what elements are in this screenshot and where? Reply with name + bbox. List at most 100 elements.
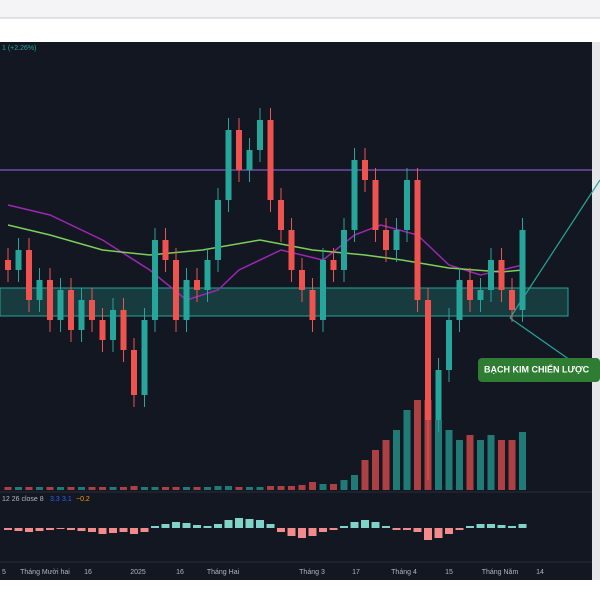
candle-body bbox=[383, 230, 389, 250]
macd-hist: −0.2 bbox=[76, 496, 90, 503]
volume-bar bbox=[330, 484, 337, 490]
volume-bar bbox=[57, 487, 64, 490]
x-axis-label: 5 bbox=[2, 569, 6, 576]
macd-bar bbox=[371, 522, 380, 528]
candle-body bbox=[404, 180, 410, 230]
volume-bar bbox=[372, 450, 379, 490]
candle-body bbox=[477, 290, 484, 300]
candle-body bbox=[341, 230, 347, 270]
x-axis-label: Tháng 4 bbox=[391, 569, 417, 576]
candle-body bbox=[215, 200, 221, 260]
volume-bar bbox=[267, 486, 274, 490]
macd-bar bbox=[392, 528, 401, 530]
volume-bar bbox=[78, 487, 85, 490]
volume-bar bbox=[414, 400, 421, 490]
candle-body bbox=[47, 280, 53, 320]
annotation-box bbox=[478, 358, 600, 382]
candle-body bbox=[456, 280, 463, 320]
macd-bar bbox=[14, 528, 23, 531]
candle-body bbox=[330, 260, 337, 270]
macd-bar bbox=[245, 519, 254, 528]
volume-bar bbox=[151, 487, 159, 490]
volume-bar bbox=[204, 487, 211, 490]
macd-bar bbox=[77, 528, 86, 531]
volume-bar bbox=[99, 487, 106, 490]
volume-bar bbox=[477, 440, 484, 490]
macd-bar bbox=[434, 528, 443, 538]
volume-bar bbox=[340, 480, 348, 490]
macd-bar bbox=[25, 528, 33, 532]
macd-signal: 3.1 bbox=[62, 496, 72, 503]
top-bar bbox=[0, 0, 600, 18]
candle-body bbox=[362, 160, 368, 180]
macd-bar bbox=[35, 528, 44, 531]
header: 1 (+2.26%) bbox=[2, 45, 36, 52]
x-axis-label: 14 bbox=[536, 569, 544, 576]
candle-body bbox=[488, 260, 494, 290]
volume-bar bbox=[508, 440, 516, 490]
macd-bar bbox=[382, 526, 390, 528]
candle-body bbox=[120, 310, 127, 350]
x-axis-label: 16 bbox=[176, 569, 184, 576]
volume-bar bbox=[351, 475, 358, 490]
candle-body bbox=[435, 370, 442, 420]
volume-bar bbox=[109, 487, 117, 490]
candle-body bbox=[110, 310, 116, 340]
volume-bar bbox=[445, 430, 453, 490]
candle-body bbox=[141, 320, 148, 395]
candle-body bbox=[257, 120, 263, 150]
volume-bar bbox=[403, 410, 411, 490]
macd-bar bbox=[224, 520, 233, 528]
volume-bar bbox=[498, 440, 505, 490]
volume-bar bbox=[25, 487, 33, 490]
x-axis-label: 2025 bbox=[130, 569, 146, 576]
macd-bar bbox=[445, 528, 453, 534]
volume-bar bbox=[361, 460, 369, 490]
x-axis-label: Tháng 3 bbox=[299, 569, 325, 576]
macd-bar bbox=[403, 528, 411, 530]
candle-body bbox=[446, 320, 452, 370]
candle-body bbox=[372, 180, 379, 230]
candle-body bbox=[204, 260, 211, 290]
x-axis-label: Tháng Năm bbox=[482, 569, 519, 576]
macd-bar bbox=[350, 522, 359, 528]
candle-body bbox=[15, 250, 22, 270]
volume-bar bbox=[120, 487, 127, 490]
volume-bar bbox=[466, 435, 474, 490]
macd-bar bbox=[151, 526, 159, 528]
volume-bar bbox=[256, 487, 264, 490]
volume-bar bbox=[36, 487, 43, 490]
candle-body bbox=[36, 280, 43, 300]
candle-body bbox=[99, 320, 106, 340]
volume-bar bbox=[319, 484, 327, 490]
macd-bar bbox=[298, 528, 306, 538]
macd-bar bbox=[266, 524, 275, 528]
candle-body bbox=[509, 290, 515, 310]
macd-bar bbox=[518, 524, 527, 528]
moving-average bbox=[7, 204, 523, 301]
macd-bar bbox=[56, 528, 65, 529]
macd-bar bbox=[287, 528, 296, 536]
moving-average bbox=[7, 224, 523, 273]
candle-body bbox=[320, 260, 326, 320]
candle-body bbox=[236, 130, 242, 170]
macd-bar bbox=[119, 528, 128, 532]
volume-bar bbox=[309, 482, 316, 490]
volume-bar bbox=[193, 487, 201, 490]
macd-bar bbox=[88, 528, 96, 532]
candle-body bbox=[68, 290, 74, 330]
macd-bar bbox=[277, 528, 285, 532]
x-axis-label: Tháng Mười hai bbox=[20, 569, 70, 576]
macd-bar bbox=[497, 525, 506, 528]
volume-bar bbox=[172, 487, 180, 490]
macd-bar bbox=[140, 528, 149, 532]
candle-body bbox=[351, 160, 358, 230]
candle-body bbox=[425, 300, 431, 420]
volume-bar bbox=[141, 487, 148, 490]
macd-bar bbox=[319, 528, 327, 532]
volume-bar bbox=[4, 487, 12, 490]
macd-bar bbox=[98, 528, 107, 534]
candle-body bbox=[309, 290, 316, 320]
macd-bar bbox=[424, 528, 432, 540]
